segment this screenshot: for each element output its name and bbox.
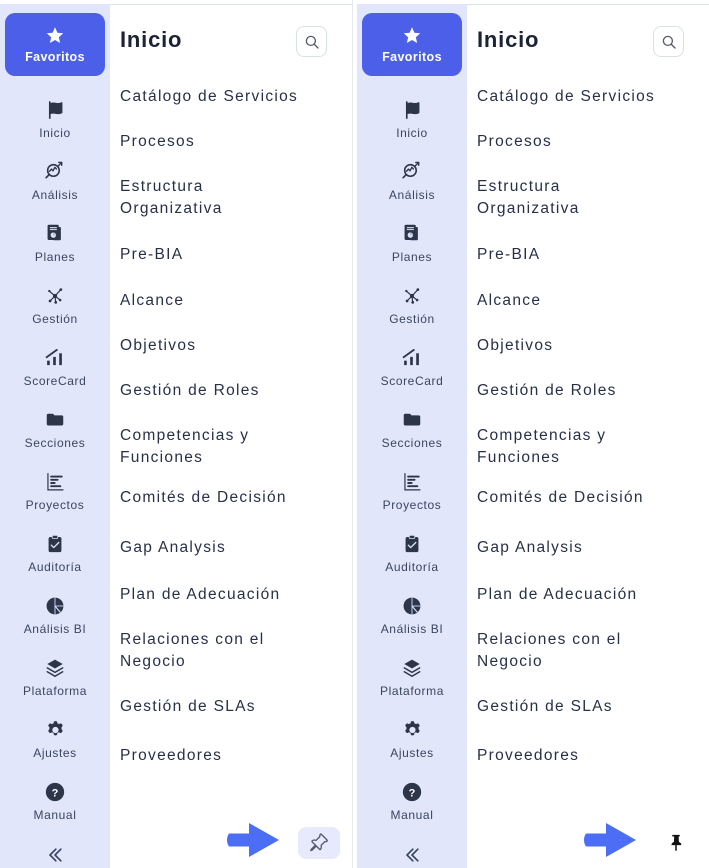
svg-text:?: ? xyxy=(52,787,59,799)
svg-text:?: ? xyxy=(409,787,416,799)
